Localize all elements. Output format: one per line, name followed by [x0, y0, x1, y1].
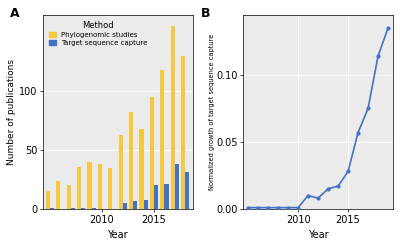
Bar: [154, 185, 158, 209]
Bar: [144, 200, 148, 209]
Bar: [129, 112, 133, 209]
Bar: [185, 172, 190, 209]
Bar: [119, 135, 123, 209]
Bar: [46, 191, 50, 209]
Bar: [133, 201, 137, 209]
Legend: Phylogenomic studies, Target sequence capture: Phylogenomic studies, Target sequence ca…: [46, 18, 150, 49]
Bar: [81, 208, 85, 209]
Bar: [77, 166, 81, 209]
Bar: [160, 70, 164, 209]
Bar: [66, 185, 71, 209]
Text: A: A: [10, 7, 19, 20]
Bar: [140, 129, 144, 209]
Bar: [175, 164, 179, 209]
Bar: [171, 26, 175, 209]
X-axis label: Year: Year: [107, 230, 128, 240]
Bar: [71, 208, 75, 209]
Bar: [98, 164, 102, 209]
Y-axis label: Number of publications: Number of publications: [7, 59, 16, 165]
Bar: [92, 208, 96, 209]
Bar: [150, 97, 154, 209]
Bar: [108, 168, 112, 209]
Bar: [88, 162, 92, 209]
Y-axis label: Normalized growth of target sequence capture: Normalized growth of target sequence cap…: [209, 34, 215, 190]
Bar: [123, 203, 127, 209]
Bar: [164, 184, 169, 209]
X-axis label: Year: Year: [308, 230, 328, 240]
Bar: [50, 208, 54, 209]
Bar: [56, 181, 60, 209]
Text: B: B: [201, 7, 211, 20]
Bar: [181, 56, 185, 209]
